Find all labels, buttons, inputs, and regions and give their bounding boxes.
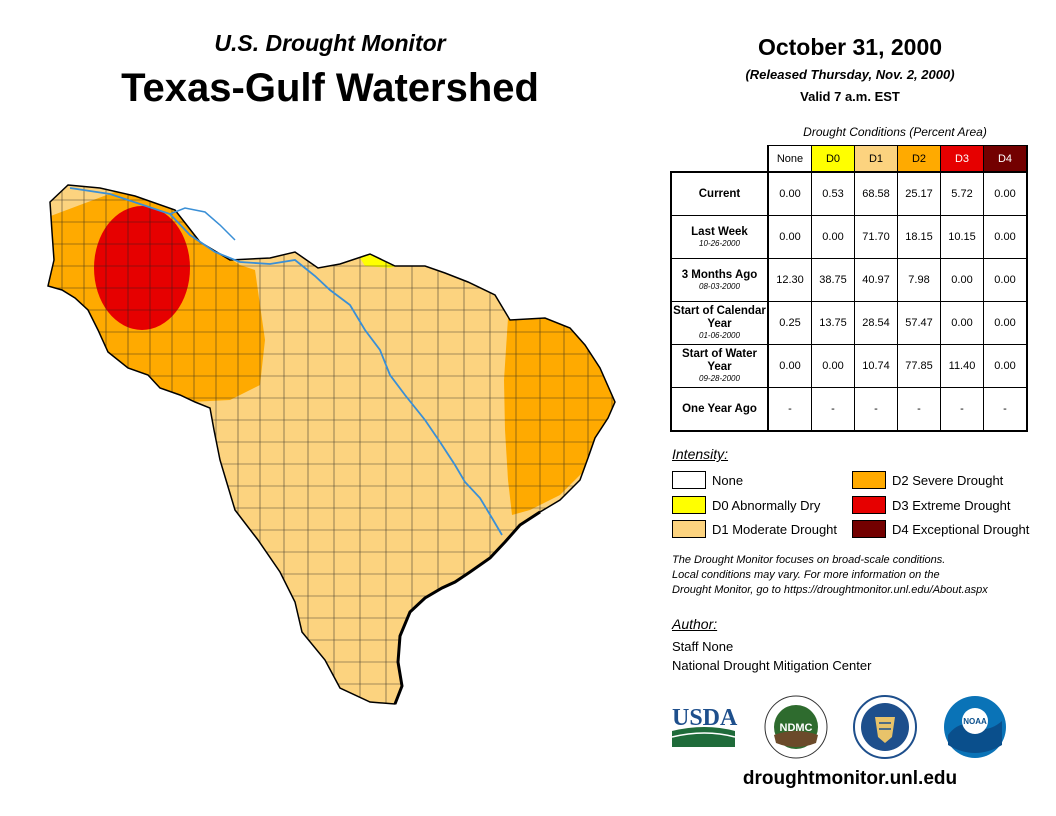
svg-text:NDMC: NDMC [780,722,813,734]
drought-conditions-table: None D0 D1 D2 D3 D4 Current 0.00 0.53 68… [670,145,1028,432]
row-label: Current [670,171,769,216]
table-row: One Year Ago - - - - - - [670,387,1028,432]
d2-region-east [504,315,615,515]
col-none: None [767,145,812,173]
usda-logo-icon: USDA [671,705,738,747]
brazos-river [69,187,503,536]
legend-item-d2: D2 Severe Drought [852,471,1003,489]
legend-item-d0: D0 Abnormally Dry [672,496,820,514]
valid-time: Valid 7 a.m. EST [800,89,900,104]
table-caption: Drought Conditions (Percent Area) [803,125,987,139]
table-row: Start of Calendar Year 01-06-2000 0.25 13… [670,301,1028,345]
table-row: Last Week 10-26-2000 0.00 0.00 71.70 18.1… [670,215,1028,259]
col-d0: D0 [811,145,855,173]
col-d4: D4 [983,145,1028,173]
row-label: Last Week 10-26-2000 [670,215,769,259]
map-date: October 31, 2000 [757,34,943,60]
agency-logos: USDA NDMC NOAA [671,695,1006,759]
river-tributary [169,207,236,241]
legend-item-none: None [672,471,743,489]
noaa-logo-icon: NOAA [944,696,1006,758]
svg-text:NOAA: NOAA [963,717,987,726]
coastline [393,510,541,705]
release-date: (Released Thursday, Nov. 2, 2000) [745,67,955,82]
row-label: Start of Water Year 09-28-2000 [670,344,769,388]
map-subtitle: U.S. Drought Monitor [214,30,446,56]
table-row: Current 0.00 0.53 68.58 25.17 5.72 0.00 [670,171,1028,216]
website-url[interactable]: droughtmonitor.unl.edu [742,768,958,789]
commerce-seal-icon [853,695,917,759]
row-label: One Year Ago [670,387,769,432]
legend-title: Intensity: [672,446,729,462]
ndmc-logo-icon: NDMC [764,695,828,759]
table-row: Start of Water Year 09-28-2000 0.00 0.00 … [670,344,1028,388]
legend-item-d4: D4 Exceptional Drought [852,520,1029,538]
author-title: Author: [672,616,718,632]
d3-region [94,206,190,330]
row-label: Start of Calendar Year 01-06-2000 [670,301,769,345]
table-row: 3 Months Ago 08-03-2000 12.30 38.75 40.97… [670,258,1028,302]
map-title: Texas-Gulf Watershed [121,66,539,110]
drought-map [47,184,616,705]
col-d1: D1 [854,145,898,173]
col-d3: D3 [940,145,984,173]
disclaimer-note: The Drought Monitor focuses on broad-sca… [672,554,988,596]
col-d2: D2 [897,145,941,173]
svg-text:USDA: USDA [672,705,738,731]
row-label: 3 Months Ago 08-03-2000 [670,258,769,302]
table-header-row: None D0 D1 D2 D3 D4 [671,145,1028,173]
author-info: Staff None National Drought Mitigation C… [672,639,872,673]
legend-item-d1: D1 Moderate Drought [672,520,837,538]
legend-item-d3: D3 Extreme Drought [852,496,1011,514]
